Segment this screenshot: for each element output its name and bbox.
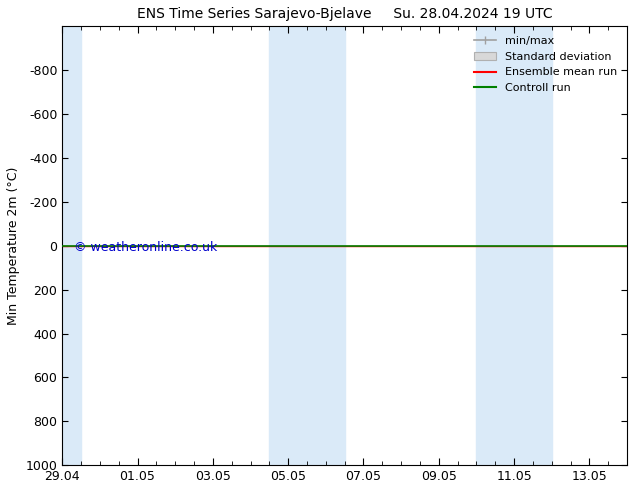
Text: © weatheronline.co.uk: © weatheronline.co.uk (74, 242, 217, 254)
Bar (62, 26, 81, 465)
Y-axis label: Min Temperature 2m (°C): Min Temperature 2m (°C) (7, 167, 20, 325)
Title: ENS Time Series Sarajevo-Bjelave     Su. 28.04.2024 19 UTC: ENS Time Series Sarajevo-Bjelave Su. 28.… (137, 7, 552, 21)
Bar (476, 26, 514, 465)
Bar (307, 26, 345, 465)
Bar (269, 26, 307, 465)
Legend: min/max, Standard deviation, Ensemble mean run, Controll run: min/max, Standard deviation, Ensemble me… (469, 32, 621, 98)
Bar (514, 26, 552, 465)
